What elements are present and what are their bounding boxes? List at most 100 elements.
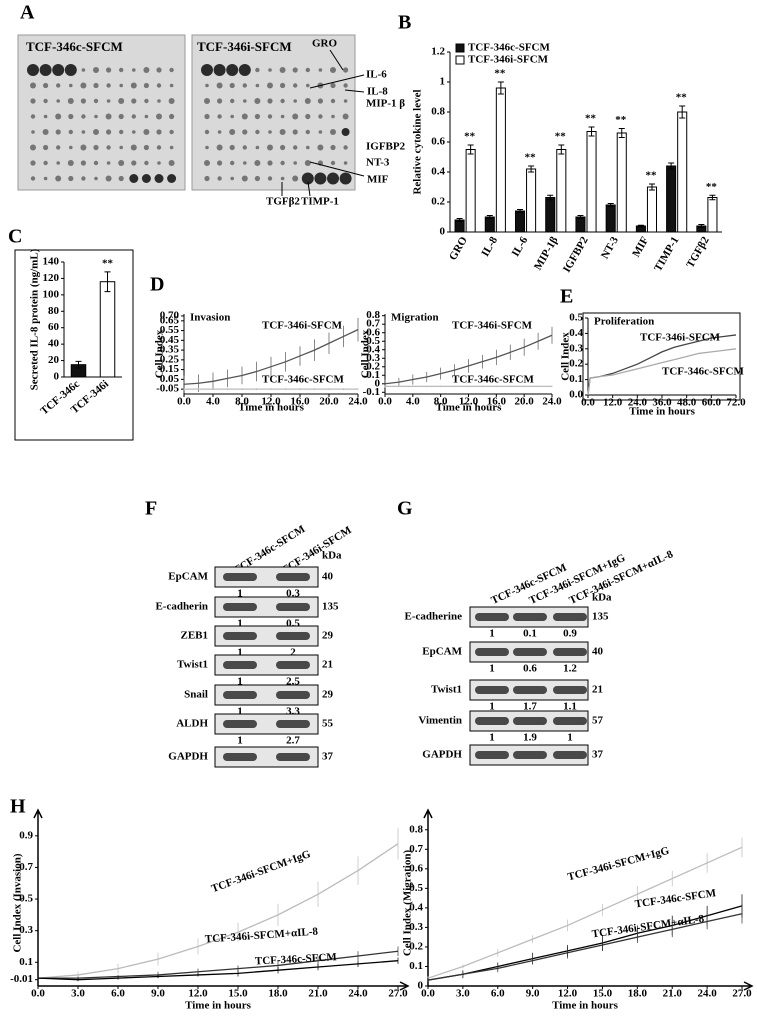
significance: ** xyxy=(102,257,114,269)
error-bar xyxy=(528,165,535,173)
y-axis-label: Cell Index xyxy=(154,329,166,378)
array-dot xyxy=(280,82,286,89)
quant-label: 1 xyxy=(489,732,495,744)
line xyxy=(37,960,399,981)
x-tick-label: 12.0 xyxy=(558,988,578,1000)
array-dot xyxy=(67,98,74,104)
x-tick-label: 4.0 xyxy=(406,396,420,408)
x-tick-label: 6.0 xyxy=(491,988,505,1000)
blot-frame xyxy=(214,654,319,676)
array-dot xyxy=(241,113,248,120)
kda-label: 135 xyxy=(592,611,609,623)
x-tick-label: IL-8 xyxy=(479,234,500,258)
array-dot xyxy=(343,67,349,73)
array-dot xyxy=(330,82,336,89)
array-dot xyxy=(93,160,99,166)
protein-label: ALDH xyxy=(176,718,208,730)
bar xyxy=(707,197,718,233)
array-dot xyxy=(144,98,149,104)
array-dot xyxy=(156,145,162,150)
array-dot xyxy=(52,64,65,76)
array-membrane xyxy=(17,34,186,191)
kda-label: 29 xyxy=(322,630,334,642)
bar xyxy=(526,168,537,233)
blot-band xyxy=(513,648,547,656)
y-tick-label: 0.2 xyxy=(366,360,380,372)
bar xyxy=(666,165,677,233)
y-tick-label: -0.1 xyxy=(363,386,380,398)
y-tick-label: 0.0 xyxy=(569,389,583,401)
kda-label: 29 xyxy=(322,689,334,701)
array-dot xyxy=(30,160,36,166)
x-tick-label: 36.0 xyxy=(652,397,672,409)
array-dot xyxy=(213,64,226,76)
y-tick-label: -0.01 xyxy=(10,973,33,985)
array-dot xyxy=(204,175,210,182)
blot-band xyxy=(475,686,509,694)
kda-label: 21 xyxy=(322,659,333,671)
blot-band xyxy=(553,613,587,621)
y-tick-label: 0.3 xyxy=(409,921,423,933)
array-annotation: TGFβ2 xyxy=(266,196,300,208)
significance: ** xyxy=(615,114,627,126)
array-dot xyxy=(280,176,285,181)
chart-title: Invasion xyxy=(190,312,230,324)
quant-label: 1 xyxy=(237,647,243,659)
error-bar xyxy=(668,162,675,170)
array-dot xyxy=(30,144,36,151)
kda-label: 57 xyxy=(592,715,604,727)
array-dot xyxy=(67,160,74,166)
array-dot xyxy=(330,67,336,73)
x-tick-label: 20.0 xyxy=(319,396,339,408)
error-bar xyxy=(467,144,474,155)
x-axis xyxy=(38,981,410,991)
array-dot xyxy=(230,160,235,166)
panel-label: F xyxy=(145,498,157,520)
blot-band xyxy=(553,648,587,656)
protein-label: E-cadherine xyxy=(405,611,463,623)
y-tick-label: 0.25 xyxy=(160,353,180,365)
panel-label: D xyxy=(150,274,164,296)
array-dot xyxy=(30,176,36,181)
array-dot xyxy=(105,175,112,182)
series-label: TCF-346i-SFCM+αIL-8 xyxy=(591,913,705,941)
array-dot xyxy=(31,130,35,134)
array-dot xyxy=(205,145,209,150)
array-dot xyxy=(68,113,74,120)
kda-label: 40 xyxy=(592,646,604,658)
y-tick-label: 0.8 xyxy=(366,309,380,321)
y-tick-label: 0.4 xyxy=(569,327,583,339)
protein-label: Vimentin xyxy=(418,715,462,727)
y-tick-label: 0.5 xyxy=(19,893,33,905)
array-dot xyxy=(268,130,272,134)
array-dot xyxy=(304,98,311,104)
x-tick-label: 0.0 xyxy=(378,396,392,408)
protein-label: E-cadherin xyxy=(155,601,208,613)
x-tick-label: 21.0 xyxy=(663,988,683,1000)
array-dot xyxy=(280,144,286,151)
array-dot xyxy=(168,160,175,166)
array-dot xyxy=(267,98,273,104)
protein-label: EpCAM xyxy=(422,646,462,658)
array-dot xyxy=(305,129,310,135)
x-tick-label: 3.0 xyxy=(456,988,470,1000)
array-dot xyxy=(106,145,111,150)
y-tick-label: 0.55 xyxy=(160,324,180,336)
blot-band xyxy=(553,686,587,694)
x-tick-label: NT-3 xyxy=(599,234,621,261)
array-dot xyxy=(293,99,298,103)
bar xyxy=(514,210,526,233)
significance: ** xyxy=(494,68,506,80)
array-dot xyxy=(293,161,298,165)
line xyxy=(384,334,553,385)
y-tick-label: 1.2 xyxy=(431,46,445,58)
kda-label: 37 xyxy=(592,749,604,761)
line xyxy=(427,846,743,979)
y-tick-label: 0.5 xyxy=(569,312,583,324)
array-dot xyxy=(330,144,336,151)
error-bar xyxy=(588,126,595,137)
y-tick-label: 140 xyxy=(43,256,60,268)
series-label: TCF-346i-SFCM+IgG xyxy=(210,848,313,895)
array-dot xyxy=(30,114,36,119)
